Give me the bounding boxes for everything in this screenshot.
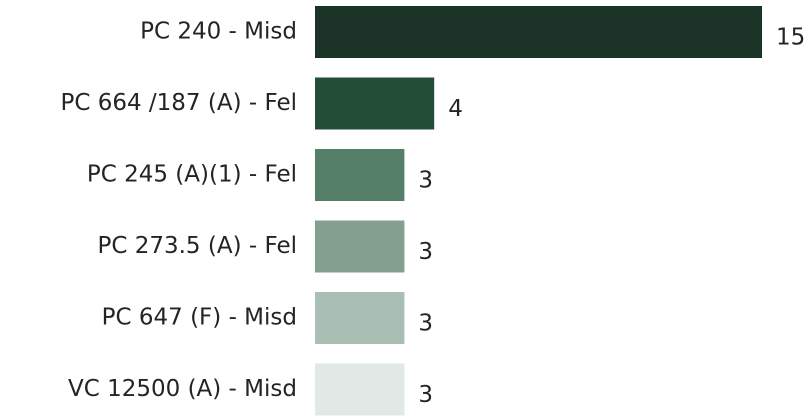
data-label: 3 — [418, 239, 433, 265]
bar — [315, 363, 405, 416]
category-label: PC 245 (A)(1) - Fel — [87, 162, 297, 188]
bar — [315, 77, 435, 130]
data-label: 3 — [418, 168, 433, 194]
category-label: PC 273.5 (A) - Fel — [97, 233, 297, 259]
data-label: 15 — [776, 25, 805, 51]
bar — [315, 6, 762, 58]
data-label: 3 — [418, 311, 433, 337]
category-label: PC 240 - Misd — [140, 19, 297, 45]
category-label: VC 12500 (A) - Misd — [68, 376, 297, 402]
bar — [315, 220, 405, 273]
data-label: 4 — [448, 96, 463, 122]
data-label: 3 — [418, 382, 433, 408]
category-label: PC 664 /187 (A) - Fel — [60, 90, 297, 116]
bar — [315, 149, 405, 201]
category-label: PC 647 (F) - Misd — [102, 305, 297, 331]
bar — [315, 292, 405, 344]
